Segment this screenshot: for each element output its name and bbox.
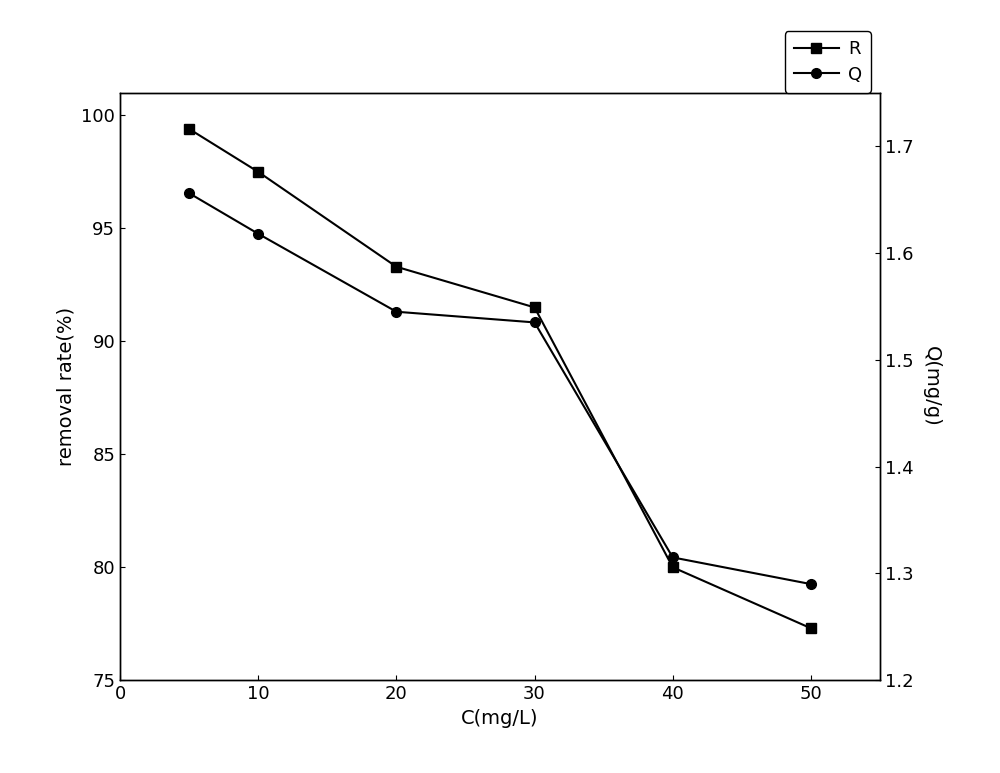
Y-axis label: removal rate(%): removal rate(%) [57, 307, 76, 466]
Q [805, 580, 817, 589]
Q [529, 318, 541, 327]
R [390, 262, 402, 271]
R [252, 167, 264, 176]
Q [183, 189, 195, 198]
Legend: R, Q: R, Q [785, 31, 871, 93]
X-axis label: C(mg/L): C(mg/L) [461, 709, 539, 727]
Y-axis label: Q(mg/g): Q(mg/g) [922, 346, 941, 427]
Q [252, 229, 264, 238]
Line: Q: Q [184, 189, 816, 589]
Line: R: R [184, 124, 816, 633]
Q [667, 553, 679, 562]
R [183, 124, 195, 134]
R [529, 303, 541, 312]
R [805, 624, 817, 633]
R [667, 563, 679, 572]
Q [390, 307, 402, 316]
